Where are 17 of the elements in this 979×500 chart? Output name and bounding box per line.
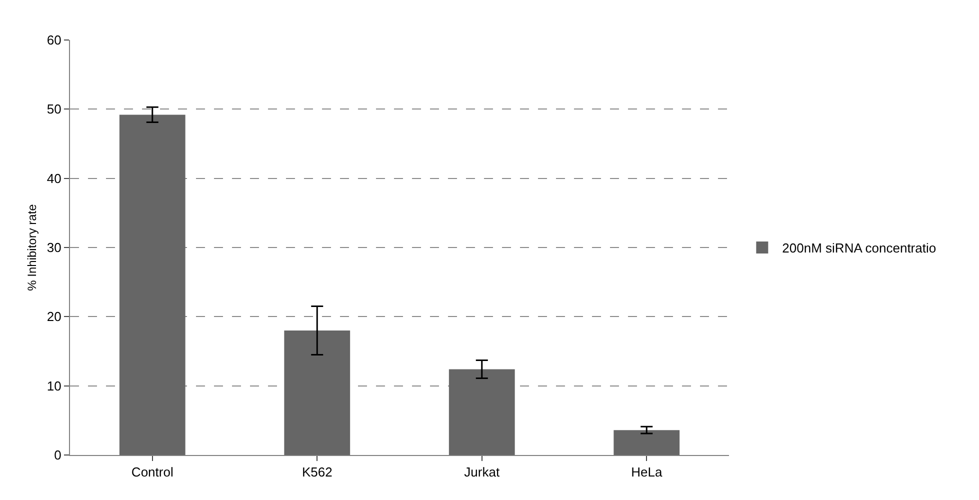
x-tick-label: HeLa xyxy=(631,464,663,480)
y-axis-title: % Inhibitory rate xyxy=(25,204,39,291)
x-tick-label: Control xyxy=(131,464,174,480)
legend-label: 200nM siRNA concentratio xyxy=(782,240,936,256)
y-tick-label: 40 xyxy=(46,170,62,186)
y-tick-label: 0 xyxy=(54,448,62,463)
y-tick-label: 50 xyxy=(46,102,62,117)
bar xyxy=(119,114,186,455)
y-tick-label: 30 xyxy=(46,240,62,256)
bar xyxy=(614,430,680,455)
x-tick-label: Jurkat xyxy=(464,464,500,480)
y-tick-label: 60 xyxy=(46,32,62,48)
y-tick-label: 10 xyxy=(46,378,62,394)
y-tick-label: 20 xyxy=(46,309,62,324)
x-tick-label: K562 xyxy=(302,464,332,480)
bar xyxy=(284,330,350,455)
bar xyxy=(448,369,515,455)
